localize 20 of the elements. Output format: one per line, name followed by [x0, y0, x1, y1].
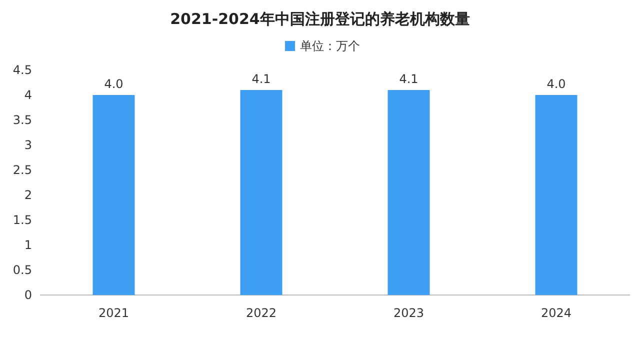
data-label: 4.1: [252, 72, 271, 86]
data-label: 4.1: [399, 72, 418, 86]
chart-title: 2021-2024年中国注册登记的养老机构数量: [170, 10, 470, 28]
y-tick-label: 2.5: [12, 163, 32, 177]
x-tick-label: 2024: [540, 306, 572, 320]
y-tick-label: 3.5: [12, 113, 32, 127]
x-tick-label: 2021: [98, 306, 130, 320]
y-tick-label: 0.5: [12, 263, 32, 277]
legend-label: 单位：万个: [300, 39, 360, 53]
y-tick-label: 3: [24, 138, 32, 152]
y-tick-label: 2: [24, 188, 32, 202]
y-tick-label: 1.5: [12, 213, 32, 227]
x-tick-label: 2022: [246, 306, 277, 320]
data-label: 4.0: [104, 77, 124, 91]
y-tick-label: 4.5: [12, 63, 32, 77]
y-tick-label: 0: [24, 288, 32, 302]
y-tick-label: 1: [24, 238, 32, 252]
x-tick-label: 2023: [393, 306, 424, 320]
data-label: 4.0: [546, 77, 566, 91]
y-tick-label: 4: [24, 88, 32, 102]
